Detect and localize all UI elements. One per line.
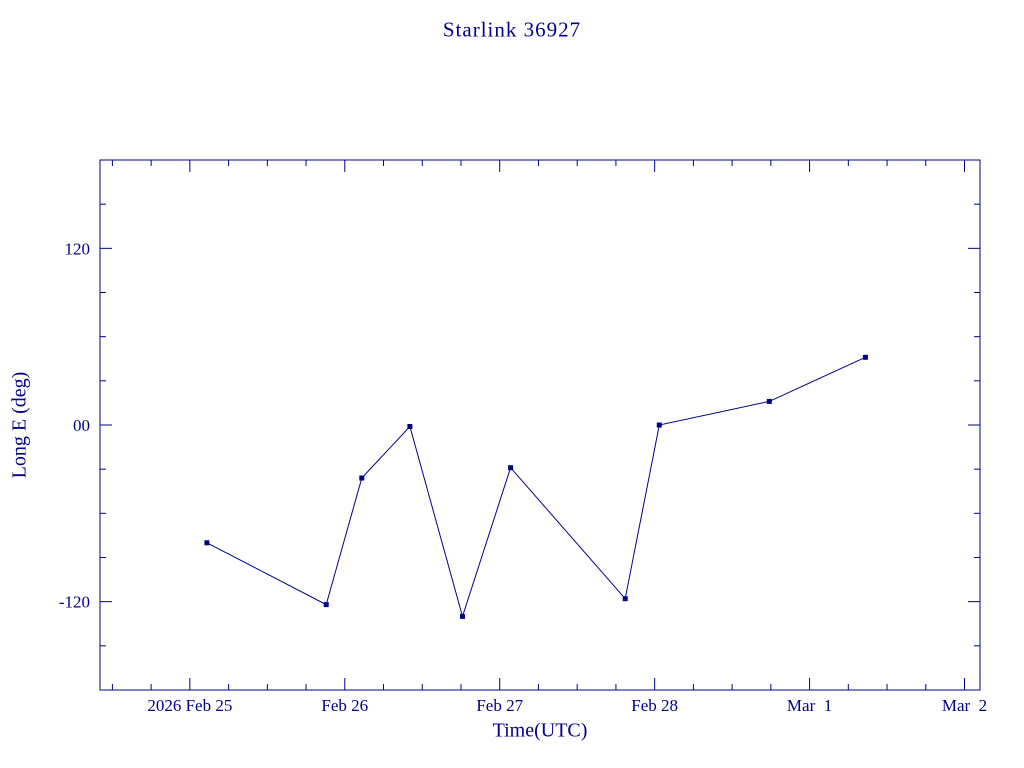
data-markers [204,354,868,619]
data-point-marker [862,354,868,360]
y-axis-label: Long E (deg) [8,371,31,479]
x-tick-label: Feb 27 [476,696,523,715]
data-point-marker [508,465,514,471]
data-point-marker [323,602,329,608]
x-axis-label: Time(UTC) [492,719,588,742]
data-point-marker [656,422,662,428]
y-tick-label: 120 [65,239,91,258]
chart-title: Starlink 36927 [442,17,582,42]
y-tick-label: -120 [59,593,90,612]
plot-frame [99,159,981,691]
data-point-marker [204,540,210,546]
y-tick-label: 00 [73,416,90,435]
y-ticks: 120 00 -120 [59,203,980,647]
data-point-marker [460,613,465,619]
x-tick-label: Mar 1 [787,696,832,715]
data-point-marker [359,475,365,481]
x-ticks: 2026 Feb 25 Feb 26 Feb 27 Feb 28 Mar 1 Mar 2 [111,160,987,715]
data-point-marker [766,398,772,404]
data-point-marker [622,596,628,602]
x-tick-label: Feb 26 [321,696,368,715]
data-line [206,356,866,619]
x-tick-label: 2026 Feb 25 [147,696,232,715]
data-point-marker [407,424,413,429]
x-tick-label: Feb 28 [631,696,678,715]
x-tick-label: Mar 2 [942,696,987,715]
